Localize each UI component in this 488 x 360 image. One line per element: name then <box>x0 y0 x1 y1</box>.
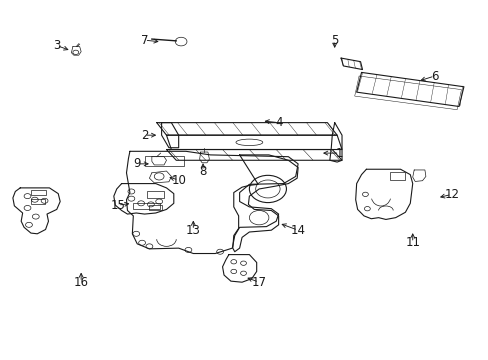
Text: 1: 1 <box>335 147 343 159</box>
Text: 8: 8 <box>199 165 206 177</box>
Text: 7: 7 <box>141 33 148 47</box>
Text: 17: 17 <box>251 276 266 289</box>
Text: 14: 14 <box>290 224 305 237</box>
Bar <box>149 205 161 211</box>
Bar <box>31 199 44 204</box>
Text: 10: 10 <box>171 174 186 186</box>
Text: 4: 4 <box>274 116 282 129</box>
Text: 5: 5 <box>330 33 338 47</box>
Text: 9: 9 <box>133 157 141 170</box>
Text: 3: 3 <box>53 39 61 52</box>
Text: 16: 16 <box>74 276 88 289</box>
Text: 12: 12 <box>443 188 458 201</box>
Bar <box>31 190 45 195</box>
Bar <box>133 203 160 210</box>
Bar <box>147 191 163 198</box>
Text: 6: 6 <box>430 69 438 82</box>
Bar <box>144 156 183 166</box>
Text: 2: 2 <box>141 129 148 142</box>
Bar <box>389 172 405 180</box>
Text: 15: 15 <box>110 199 125 212</box>
Text: 11: 11 <box>405 236 419 249</box>
Text: 13: 13 <box>185 224 201 237</box>
